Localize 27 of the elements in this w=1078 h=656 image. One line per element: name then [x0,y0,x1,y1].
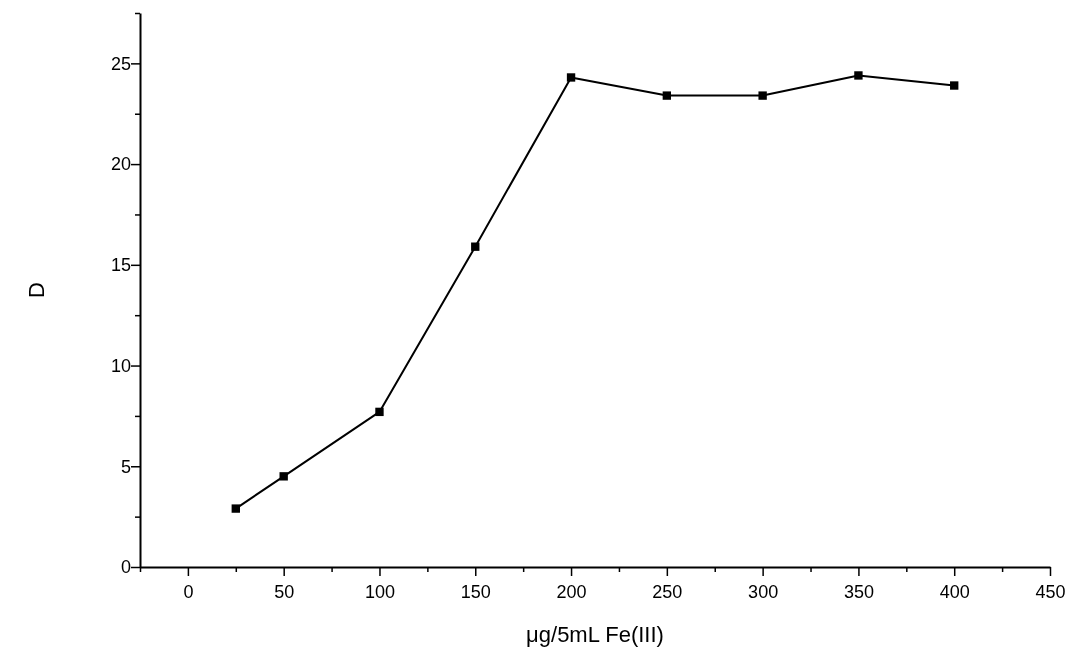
point [758,91,767,100]
point [566,73,576,82]
y-tick-label: 25 [110,53,131,74]
x-axis-title: μg/5mL Fe(III) [526,622,664,647]
y-tick-label: 10 [110,355,131,376]
x-tick-label: 250 [652,581,683,602]
point [662,91,672,100]
point [950,81,959,90]
x-tick-label: 200 [556,581,587,602]
x-tick-label: 300 [748,581,779,602]
x-tick-label: 0 [183,581,194,602]
x-tick-label: 450 [1035,581,1066,602]
y-tick-label: 15 [110,255,131,276]
x-tick-label: 350 [843,581,874,602]
point [279,472,288,481]
point [231,504,240,513]
y-tick-label: 0 [120,557,131,578]
y-axis-title: D [24,282,49,298]
y-tick-label: 5 [120,456,131,477]
x-tick-label: 400 [939,581,970,602]
point [471,242,480,251]
point [375,407,384,417]
x-tick-label: 150 [460,581,491,602]
point [854,71,863,80]
y-tick-label: 20 [110,154,131,175]
x-tick-label: 50 [274,581,295,602]
x-tick-label: 100 [364,581,395,602]
